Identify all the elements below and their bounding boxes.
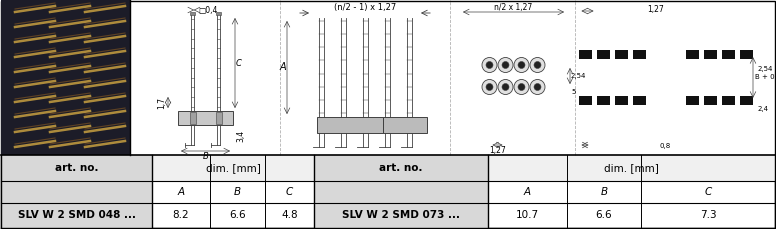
Bar [383,117,427,133]
Text: 7.3: 7.3 [700,210,716,221]
Circle shape [498,57,513,73]
Text: 3,4: 3,4 [236,130,245,142]
Circle shape [534,84,541,90]
Bar [632,50,646,59]
Text: SLV W 2 SMD 073 ...: SLV W 2 SMD 073 ... [342,210,460,221]
Text: B + 0,4: B + 0,4 [755,74,776,81]
Bar [178,111,233,125]
Text: C: C [705,187,712,197]
Text: A: A [178,187,185,197]
Bar [578,96,591,105]
Text: 2,54: 2,54 [758,66,774,73]
Bar [488,155,775,181]
Bar [704,50,716,59]
Text: 1,27: 1,27 [647,5,664,14]
Text: 5: 5 [571,89,575,95]
Bar [1,203,152,228]
Bar [152,155,314,181]
Bar [722,96,735,105]
Circle shape [530,79,545,95]
Bar [740,96,753,105]
Circle shape [518,84,525,90]
Text: C: C [236,58,242,68]
Circle shape [498,79,513,95]
Text: 6.6: 6.6 [229,210,246,221]
Text: B: B [234,187,241,197]
Bar [216,112,221,124]
Bar [632,96,646,105]
Bar [704,96,716,105]
Text: A: A [524,187,531,197]
Text: A: A [279,63,286,73]
Bar [189,112,196,124]
Text: □0,4: □0,4 [198,5,217,14]
Circle shape [482,79,497,95]
Text: B: B [601,187,608,197]
Text: C: C [286,187,293,197]
Text: 6.6: 6.6 [596,210,612,221]
Text: 1,7: 1,7 [157,97,166,109]
Circle shape [534,62,541,68]
Text: 1,27: 1,27 [489,146,506,155]
Circle shape [530,57,545,73]
Text: 2,4: 2,4 [758,106,769,112]
Text: (n/2 - 1) x 1,27: (n/2 - 1) x 1,27 [334,3,396,12]
Text: SLV W 2 SMD 048 ...: SLV W 2 SMD 048 ... [18,210,136,221]
Bar [722,50,735,59]
Circle shape [502,62,509,68]
Bar [1,181,152,203]
Text: 10.7: 10.7 [516,210,539,221]
Bar [597,50,609,59]
Bar [597,96,609,105]
Circle shape [486,62,493,68]
Bar [314,155,488,181]
Circle shape [514,57,529,73]
Bar [217,12,220,15]
Text: 0,8: 0,8 [660,143,671,149]
Circle shape [502,84,509,90]
Circle shape [486,84,493,90]
Bar [314,203,488,228]
Text: art. no.: art. no. [55,163,99,173]
Text: 8.2: 8.2 [173,210,189,221]
Circle shape [514,79,529,95]
Bar [615,96,628,105]
Bar [685,50,698,59]
Bar [685,96,698,105]
Text: n/2 x 1,27: n/2 x 1,27 [494,3,532,12]
Bar [1,155,152,181]
Text: 4.8: 4.8 [281,210,298,221]
Text: 2,54: 2,54 [571,73,587,79]
Bar [1,0,130,155]
Bar [317,117,383,133]
Text: art. no.: art. no. [379,163,423,173]
Bar [615,50,628,59]
Bar [578,50,591,59]
Bar [740,50,753,59]
Text: B: B [203,152,209,161]
Bar [190,12,195,15]
Bar [314,181,488,203]
Text: dim. [mm]: dim. [mm] [206,163,261,173]
Circle shape [518,62,525,68]
Text: dim. [mm]: dim. [mm] [604,163,659,173]
Circle shape [482,57,497,73]
